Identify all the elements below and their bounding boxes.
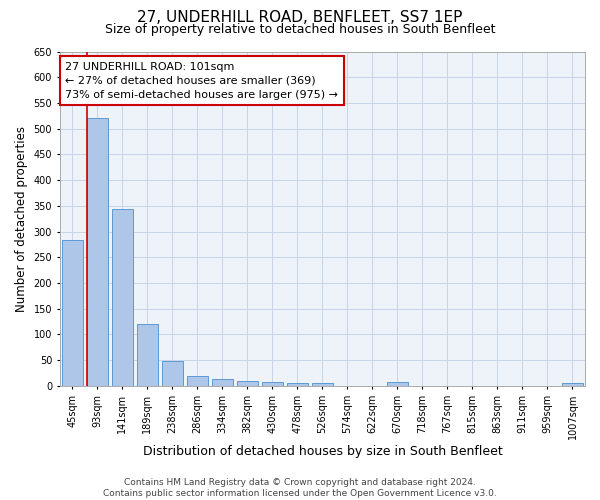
Bar <box>112 210 133 386</box>
Bar <box>87 118 108 386</box>
Bar <box>237 381 258 386</box>
Bar <box>212 379 233 386</box>
Text: Size of property relative to detached houses in South Benfleet: Size of property relative to detached ho… <box>105 22 495 36</box>
Text: 27, UNDERHILL ROAD, BENFLEET, SS7 1EP: 27, UNDERHILL ROAD, BENFLEET, SS7 1EP <box>137 10 463 25</box>
Bar <box>162 361 183 386</box>
X-axis label: Distribution of detached houses by size in South Benfleet: Distribution of detached houses by size … <box>143 444 502 458</box>
Text: Contains HM Land Registry data © Crown copyright and database right 2024.
Contai: Contains HM Land Registry data © Crown c… <box>103 478 497 498</box>
Bar <box>262 382 283 386</box>
Bar <box>387 382 408 386</box>
Bar <box>562 383 583 386</box>
Bar <box>62 240 83 386</box>
Bar <box>137 324 158 386</box>
Y-axis label: Number of detached properties: Number of detached properties <box>15 126 28 312</box>
Text: 27 UNDERHILL ROAD: 101sqm
← 27% of detached houses are smaller (369)
73% of semi: 27 UNDERHILL ROAD: 101sqm ← 27% of detac… <box>65 62 338 100</box>
Bar <box>187 376 208 386</box>
Bar <box>287 383 308 386</box>
Bar <box>312 384 333 386</box>
